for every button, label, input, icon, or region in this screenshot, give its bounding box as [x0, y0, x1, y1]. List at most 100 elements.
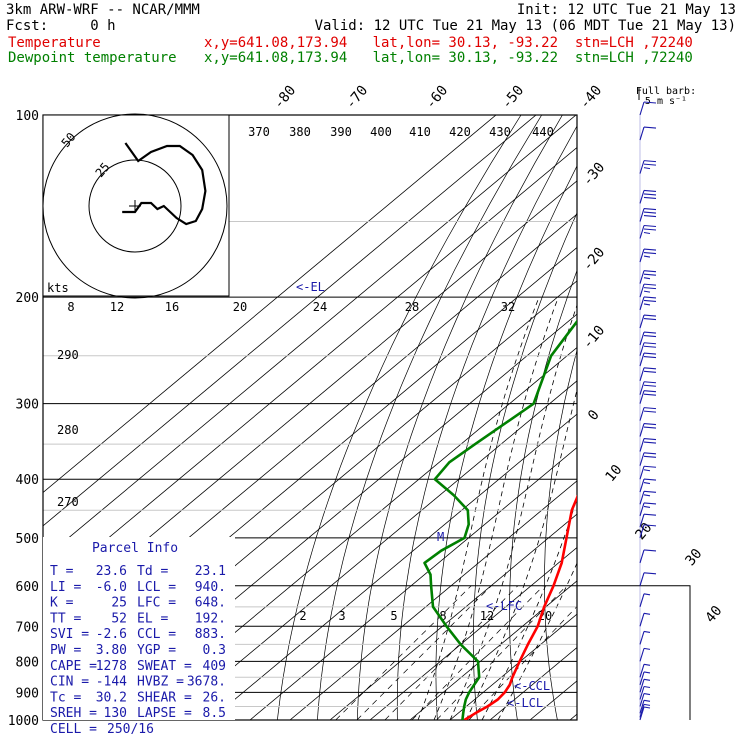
pressure-label: 1000 [8, 714, 39, 729]
parcel-value: 648. [195, 596, 226, 611]
wind-barb-flag [643, 270, 657, 273]
pressure-label: 800 [16, 655, 39, 670]
wind-barb-staff [639, 342, 645, 356]
temperature-profile [463, 494, 577, 720]
parcel-label: LCL = [137, 580, 176, 595]
wind-barb [639, 572, 657, 586]
wind-barb [639, 671, 651, 686]
parcel-value: 409 [203, 659, 226, 674]
wind-barb [639, 283, 657, 298]
wind-barb-flag [643, 193, 657, 196]
wind-barb-staff [639, 679, 645, 693]
isotherm-line [610, 115, 740, 720]
parcel-value: 1278 [96, 659, 127, 674]
wind-barb-staff [639, 706, 645, 721]
wind-barb [639, 630, 651, 645]
wind-barbs [639, 101, 657, 721]
wind-barb-staff [639, 648, 645, 662]
wind-barb [639, 270, 657, 284]
parcel-label: YGP = [137, 643, 176, 658]
temperature-tick-label: -70 [343, 83, 372, 113]
moist-adiabat-line [433, 296, 559, 720]
isotherm-line [43, 115, 537, 527]
parcel-value: 52 [111, 611, 127, 626]
wind-barb-staff [639, 423, 645, 437]
temperature-tick-label: -30 [580, 160, 609, 190]
temperature-legend-label: Temperature [8, 35, 101, 51]
wind-barb [639, 248, 657, 263]
wind-barb-staff [639, 190, 645, 204]
isotherm-line [489, 646, 577, 720]
temperature-location: x,y=641.08,173.94 lat,lon= 30.13, -93.22… [204, 35, 693, 51]
theta-label: 370 [248, 125, 270, 139]
wind-barb-flag [643, 189, 657, 192]
pressure-label: 900 [16, 686, 39, 701]
temperature-tick-label: 20 [632, 520, 655, 543]
wind-barb-flag [643, 196, 657, 199]
parcel-label: SHEAR = [137, 690, 192, 705]
wind-barb-staff [639, 572, 645, 586]
wind-barb [639, 160, 657, 174]
wind-barb [639, 189, 657, 204]
parcel-info-background [43, 537, 235, 720]
dry-adiabat-line [357, 115, 563, 720]
wind-barb-flag [643, 231, 651, 235]
parcel-value: 940. [195, 580, 226, 595]
wind-barb [639, 342, 657, 356]
wind-barb-staff [639, 381, 645, 395]
mixing-ratio-label: 3 [338, 609, 345, 623]
barb-key-label: Full barb: [636, 86, 696, 97]
wind-barb-flag [643, 407, 657, 410]
wind-barb [639, 438, 657, 452]
wind-barb [639, 524, 657, 539]
wind-barb-staff [639, 407, 645, 421]
parcel-label: TT = [50, 611, 81, 626]
wind-barb-staff [639, 367, 645, 381]
wind-barb-flag [643, 572, 657, 575]
wind-barb [639, 101, 657, 116]
wind-barb [639, 490, 657, 505]
wind-barb-flag [643, 452, 657, 455]
upper-scale-label: 8 [67, 300, 74, 314]
wind-barb-flag [643, 703, 651, 706]
wind-barb [639, 663, 651, 678]
wind-barb-flag [643, 367, 657, 370]
wind-barb-staff [639, 613, 645, 627]
theta-label: 410 [409, 125, 431, 139]
wind-barb-flag [643, 163, 657, 166]
valid-time: Valid: 12 UTC Tue 21 May 13 (06 MDT Tue … [314, 18, 736, 34]
wind-barb [639, 685, 651, 700]
parcel-label: T = [50, 564, 74, 579]
wind-barb [639, 478, 657, 493]
theta-label: 390 [330, 125, 352, 139]
wind-barb [639, 678, 651, 693]
parcel-label: HVBZ = [137, 675, 184, 690]
isotherm-line [43, 146, 577, 594]
wind-barb-flag [643, 207, 657, 211]
wind-barb-staff [639, 671, 645, 686]
upper-scale-label: 12 [110, 300, 124, 314]
pressure-label: 400 [16, 473, 39, 488]
dry-adiabat-label: 290 [57, 348, 79, 362]
wind-barb-flag [643, 296, 657, 299]
wind-barb [639, 422, 657, 437]
init-time: Init: 12 UTC Tue 21 May 13 [516, 2, 736, 18]
wind-barb-staff [639, 704, 645, 718]
wind-barb-flag [643, 455, 657, 458]
parcel-value: 23.6 [96, 564, 127, 579]
parcel-value: 250/16 [107, 722, 154, 737]
parcel-label: CCL = [137, 627, 176, 642]
wind-barb [639, 465, 657, 480]
parcel-info-title: Parcel Info [92, 541, 178, 556]
parcel-label: LI = [50, 580, 81, 595]
parcel-label: Tc = [50, 690, 81, 705]
isotherm-line [169, 380, 577, 720]
wind-barb-flag [643, 692, 651, 696]
upper-scale-label: 16 [165, 300, 179, 314]
hodograph-ring [88, 159, 182, 253]
parcel-value: 8.5 [203, 706, 226, 721]
dry-adiabat-label: 270 [57, 495, 79, 509]
parcel-value: 3.80 [96, 643, 127, 658]
diagram-frame [42, 114, 578, 721]
